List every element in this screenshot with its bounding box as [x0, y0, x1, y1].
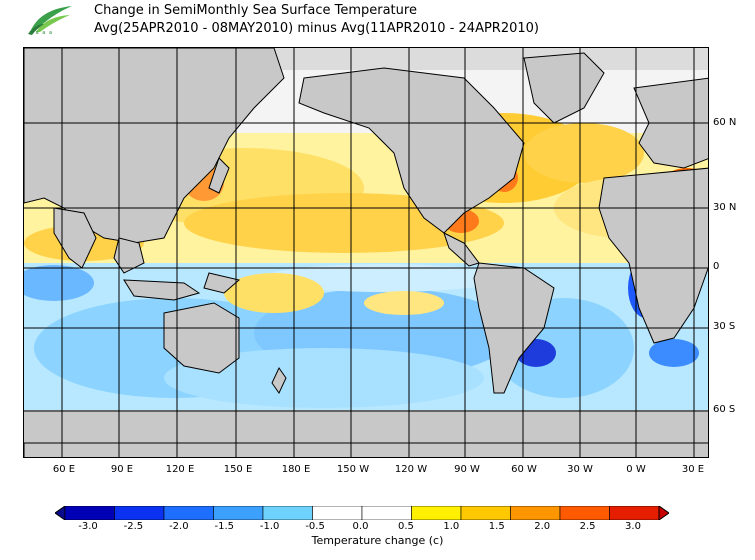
colorbar-tick-label: 1.5 — [488, 521, 505, 532]
japan-landmass — [208, 157, 230, 194]
greenland-landmass — [523, 52, 605, 124]
logo-caption: a a a a — [29, 30, 54, 36]
new-guinea-landmass — [203, 272, 241, 294]
colorbar-arrow-high — [658, 506, 669, 520]
colorbar-bin — [114, 506, 165, 520]
colorbar-tick-label: -2.0 — [169, 521, 189, 532]
antarctica-landmass — [24, 442, 708, 457]
colorbar-bin — [411, 506, 462, 520]
lat-label-0: 0 — [713, 261, 720, 272]
lon-label: 150 E — [223, 464, 253, 475]
indonesia-landmass — [123, 279, 201, 301]
lon-label: 150 W — [336, 464, 370, 475]
colorbar-tick-label: 0.0 — [352, 521, 369, 532]
colorbar-bin — [312, 506, 363, 520]
colorbar-bin — [510, 506, 561, 520]
lon-label: 180 E — [281, 464, 311, 475]
colorbar-tick-label: 1.0 — [443, 521, 460, 532]
lat-label-60n: 60 N — [713, 117, 737, 128]
colorbar-bin — [609, 506, 660, 520]
colorbar-bin — [559, 506, 610, 520]
central-america-landmass — [443, 232, 480, 267]
colorbar-tick-label: -1.5 — [214, 521, 234, 532]
new-zealand-landmass — [271, 367, 287, 394]
grid-lines — [24, 48, 708, 457]
sst-change-map — [23, 47, 709, 458]
lon-label: 30 E — [681, 464, 705, 475]
colorbar-title: Temperature change (c) — [311, 534, 444, 547]
colorbar-bin — [163, 506, 214, 520]
colorbar-bin — [213, 506, 264, 520]
colorbar-arrow-low — [55, 506, 66, 520]
north-america-landmass — [298, 67, 525, 234]
colorbar-tick-label: -3.0 — [78, 521, 98, 532]
logo-icon — [28, 6, 72, 35]
colorbar-bin — [64, 506, 115, 520]
colorbar-tick-label: -2.5 — [123, 521, 144, 532]
title-block: Change in SemiMonthly Sea Surface Temper… — [94, 2, 539, 38]
lat-label-60s: 60 S — [713, 404, 736, 415]
land-masses — [24, 48, 708, 457]
australia-landmass — [163, 302, 240, 374]
lon-label: 120 W — [394, 464, 428, 475]
lon-label: 30 W — [567, 464, 593, 475]
colorbar-tick-label: 3.0 — [625, 521, 641, 532]
africa-landmass — [598, 167, 708, 344]
lon-label: 60 E — [52, 464, 76, 475]
lon-label: 0 W — [626, 464, 646, 475]
lon-label: 90 W — [454, 464, 480, 475]
colorbar-tick-label: -1.0 — [259, 521, 280, 532]
map-subtitle: Avg(25APR2010 - 08MAY2010) minus Avg(11A… — [94, 21, 539, 36]
map-canvas — [24, 48, 708, 457]
colorbar-tick-label: 2.0 — [534, 521, 551, 532]
colorbar-bin — [460, 506, 511, 520]
colorbar-tick-label: 0.5 — [397, 521, 414, 532]
colorbar-tick-label: 2.5 — [579, 521, 596, 532]
map-title: Change in SemiMonthly Sea Surface Temper… — [94, 3, 417, 18]
colorbar-tick-label: -0.5 — [305, 521, 325, 532]
asia-landmass — [24, 48, 285, 244]
lon-label: 60 W — [511, 464, 537, 475]
colorbar — [55, 506, 669, 520]
lat-label-30s: 30 S — [713, 321, 736, 332]
lat-label-30n: 30 N — [713, 202, 737, 213]
colorbar-bin — [361, 506, 412, 520]
lon-label: 120 E — [165, 464, 195, 475]
lon-label: 90 E — [110, 464, 134, 475]
colorbar-bin — [262, 506, 313, 520]
